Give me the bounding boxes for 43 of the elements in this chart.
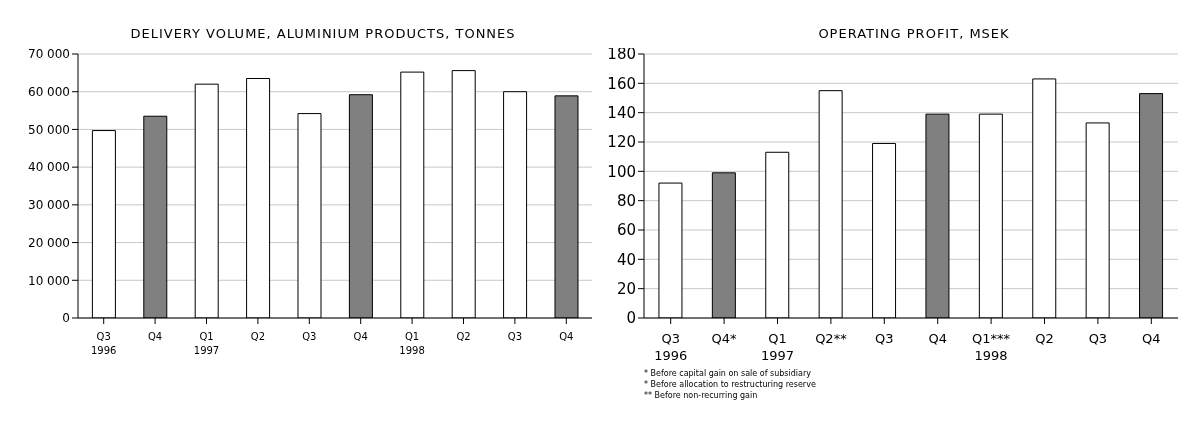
x-tick-label: Q3 1996	[654, 331, 688, 363]
x-tick-label: Q4	[928, 331, 947, 346]
y-tick-label: 140	[607, 103, 636, 122]
y-tick-label: 50 000	[28, 122, 70, 137]
y-tick-label: 100	[607, 162, 636, 181]
y-tick-label: 30 000	[28, 198, 70, 213]
text: * Before allocation to restructuring reserve	[644, 379, 817, 390]
x-tick-label: Q2**	[815, 331, 848, 346]
y-tick-label: 0	[626, 309, 636, 328]
x-tick-label: Q2	[456, 331, 471, 342]
x-tick-label: Q3	[875, 331, 894, 346]
x-tick-label: Q3	[507, 331, 523, 342]
x-tick-label: Q1 1997	[760, 331, 795, 363]
x-tick-label: Q1 1997	[193, 331, 220, 356]
x-tick-label: Q4	[1142, 331, 1161, 346]
x-tick-label: Q2	[1035, 331, 1054, 346]
chart-title: OPERATING PROFIT, MSEK	[818, 26, 1010, 41]
y-tick-label: 120	[607, 133, 636, 152]
y-tick-label: 10 000	[28, 273, 70, 288]
y-tick-label: 70 000	[28, 47, 70, 62]
x-tick-label: Q3	[1088, 331, 1108, 346]
x-tick-label: Q4*	[711, 331, 738, 346]
x-tick-label: Q2	[250, 331, 266, 342]
x-tick-label: Q1*** 1998	[972, 331, 1011, 363]
y-tick-label: 60	[616, 221, 636, 240]
x-tick-label: Q3	[302, 331, 317, 342]
text: ** Before non-recurring gain	[644, 390, 759, 401]
y-tick-label: 180	[607, 45, 636, 64]
x-tick-label: Q4	[147, 331, 163, 342]
y-tick-label: 20 000	[28, 235, 70, 250]
y-tick-label: 0	[62, 311, 70, 326]
y-tick-label: 60 000	[28, 84, 70, 99]
x-tick-label: Q3 1996	[90, 331, 117, 356]
y-tick-label: 160	[607, 74, 636, 93]
x-tick-label: Q4	[353, 331, 368, 342]
y-tick-label: 40	[616, 250, 636, 269]
y-tick-label: 80	[616, 191, 636, 210]
y-tick-label: 20	[616, 279, 636, 298]
x-tick-label: Q4	[559, 331, 574, 342]
text: * Before capital gain on sale of subsidiary	[644, 368, 812, 379]
x-tick-label: Q1 1998	[399, 331, 425, 356]
chart-title: DELIVERY VOLUME, ALUMINIUM PRODUCTS, TONNES	[129, 26, 517, 43]
y-tick-label: 40 000	[28, 160, 70, 175]
